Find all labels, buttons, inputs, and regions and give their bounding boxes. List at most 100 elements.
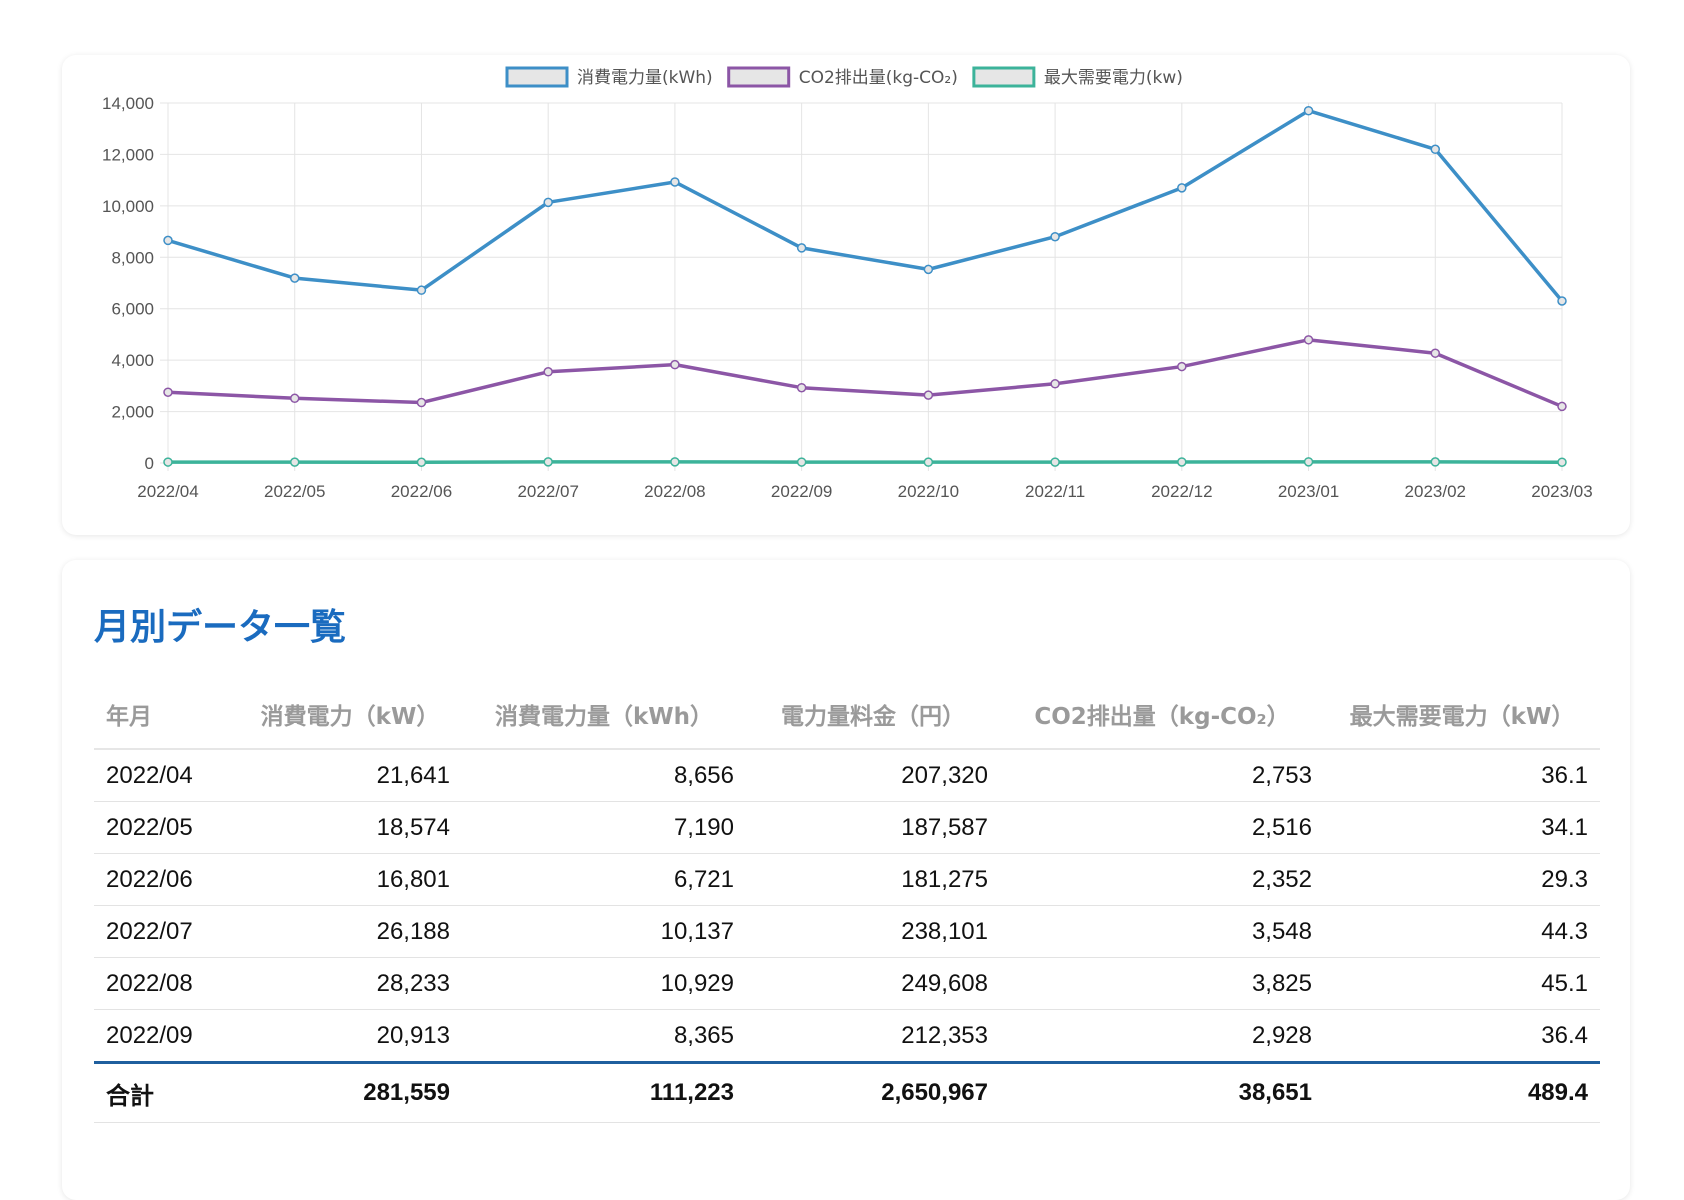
series-point-1	[798, 384, 806, 392]
total-max-demand: 489.4	[1324, 1063, 1600, 1123]
series-point-0	[1431, 145, 1439, 153]
series-point-2	[1305, 458, 1313, 466]
legend-swatch-1	[729, 68, 789, 86]
cell-year-month: 2022/07	[94, 906, 238, 958]
legend-label-2: 最大需要電力(kw)	[1044, 68, 1183, 88]
cell-co2: 2,928	[1000, 1010, 1324, 1063]
section-title: 月別データ一覧	[94, 598, 346, 650]
table-total-row: 合計 281,559 111,223 2,650,967 38,651 489.…	[94, 1063, 1600, 1123]
cell-year-month: 2022/09	[94, 1010, 238, 1063]
series-point-1	[924, 391, 932, 399]
header-year-month: 年月	[94, 680, 238, 749]
cell-co2: 3,548	[1000, 906, 1324, 958]
line-chart: 02,0004,0006,0008,00010,00012,00014,0002…	[62, 55, 1630, 535]
series-point-0	[1305, 107, 1313, 115]
total-co2: 38,651	[1000, 1063, 1324, 1123]
series-point-0	[671, 178, 679, 186]
cell-energy-kwh: 8,365	[462, 1010, 746, 1063]
cell-energy-kwh: 10,929	[462, 958, 746, 1010]
total-label: 合計	[94, 1063, 238, 1123]
series-point-2	[291, 458, 299, 466]
total-charge-yen: 2,650,967	[746, 1063, 1000, 1123]
cell-co2: 2,516	[1000, 802, 1324, 854]
series-point-0	[164, 236, 172, 244]
cell-power-kw: 21,641	[238, 749, 462, 802]
cell-charge-yen: 181,275	[746, 854, 1000, 906]
series-point-0	[798, 244, 806, 252]
cell-max-demand: 36.4	[1324, 1010, 1600, 1063]
series-point-2	[924, 458, 932, 466]
y-tick-label: 0	[145, 454, 154, 473]
x-tick-label: 2023/01	[1278, 482, 1339, 501]
series-point-2	[1178, 458, 1186, 466]
cell-power-kw: 20,913	[238, 1010, 462, 1063]
series-point-1	[544, 368, 552, 376]
series-point-1	[417, 399, 425, 407]
series-point-0	[1558, 297, 1566, 305]
cell-power-kw: 16,801	[238, 854, 462, 906]
header-co2: CO2排出量（kg-CO₂）	[1000, 680, 1324, 749]
x-tick-label: 2022/04	[137, 482, 198, 501]
x-tick-label: 2022/05	[264, 482, 325, 501]
cell-year-month: 2022/08	[94, 958, 238, 1010]
series-point-1	[291, 394, 299, 402]
y-tick-label: 6,000	[111, 300, 154, 319]
x-tick-label: 2023/02	[1405, 482, 1466, 501]
table-row: 2022/08 28,233 10,929 249,608 3,825 45.1	[94, 958, 1600, 1010]
series-point-1	[1431, 349, 1439, 357]
x-tick-label: 2022/11	[1025, 482, 1085, 501]
series-point-1	[164, 388, 172, 396]
table-card: 月別データ一覧 年月 消費電力（kW） 消費電力量（kWh） 電力量料金（円） …	[62, 560, 1630, 1200]
y-tick-label: 12,000	[102, 145, 154, 164]
y-tick-label: 14,000	[102, 94, 154, 113]
table-header-row: 年月 消費電力（kW） 消費電力量（kWh） 電力量料金（円） CO2排出量（k…	[94, 680, 1600, 749]
series-point-2	[1558, 458, 1566, 466]
series-point-2	[417, 458, 425, 466]
cell-power-kw: 26,188	[238, 906, 462, 958]
series-point-2	[798, 458, 806, 466]
series-point-1	[1051, 380, 1059, 388]
cell-energy-kwh: 8,656	[462, 749, 746, 802]
cell-power-kw: 28,233	[238, 958, 462, 1010]
legend-swatch-2	[974, 68, 1034, 86]
cell-co2: 3,825	[1000, 958, 1324, 1010]
series-point-0	[1051, 233, 1059, 241]
x-tick-label: 2022/07	[517, 482, 578, 501]
x-tick-label: 2022/06	[391, 482, 452, 501]
series-point-1	[1558, 402, 1566, 410]
series-point-1	[1305, 336, 1313, 344]
cell-charge-yen: 212,353	[746, 1010, 1000, 1063]
cell-co2: 2,753	[1000, 749, 1324, 802]
y-tick-label: 4,000	[111, 351, 154, 370]
cell-power-kw: 18,574	[238, 802, 462, 854]
series-point-1	[671, 361, 679, 369]
cell-co2: 2,352	[1000, 854, 1324, 906]
total-energy-kwh: 111,223	[462, 1063, 746, 1123]
header-power-kw: 消費電力（kW）	[238, 680, 462, 749]
cell-energy-kwh: 7,190	[462, 802, 746, 854]
x-tick-label: 2022/08	[644, 482, 705, 501]
legend-label-1: CO2排出量(kg-CO₂)	[799, 68, 958, 88]
table-row: 2022/05 18,574 7,190 187,587 2,516 34.1	[94, 802, 1600, 854]
series-point-0	[291, 274, 299, 282]
series-point-2	[164, 458, 172, 466]
cell-year-month: 2022/05	[94, 802, 238, 854]
cell-year-month: 2022/04	[94, 749, 238, 802]
chart-legend: 消費電力量(kWh)CO2排出量(kg-CO₂)最大需要電力(kw)	[507, 68, 1183, 88]
series-point-0	[1178, 184, 1186, 192]
series-point-0	[417, 286, 425, 294]
header-max-demand: 最大需要電力（kW）	[1324, 680, 1600, 749]
series-point-0	[924, 265, 932, 273]
x-tick-label: 2023/03	[1531, 482, 1592, 501]
series-point-0	[544, 198, 552, 206]
table-row: 2022/07 26,188 10,137 238,101 3,548 44.3	[94, 906, 1600, 958]
cell-charge-yen: 249,608	[746, 958, 1000, 1010]
cell-year-month: 2022/06	[94, 854, 238, 906]
table-row: 2022/09 20,913 8,365 212,353 2,928 36.4	[94, 1010, 1600, 1063]
cell-energy-kwh: 6,721	[462, 854, 746, 906]
cell-charge-yen: 238,101	[746, 906, 1000, 958]
cell-max-demand: 44.3	[1324, 906, 1600, 958]
series-line-1	[168, 340, 1562, 407]
header-charge-yen: 電力量料金（円）	[746, 680, 1000, 749]
